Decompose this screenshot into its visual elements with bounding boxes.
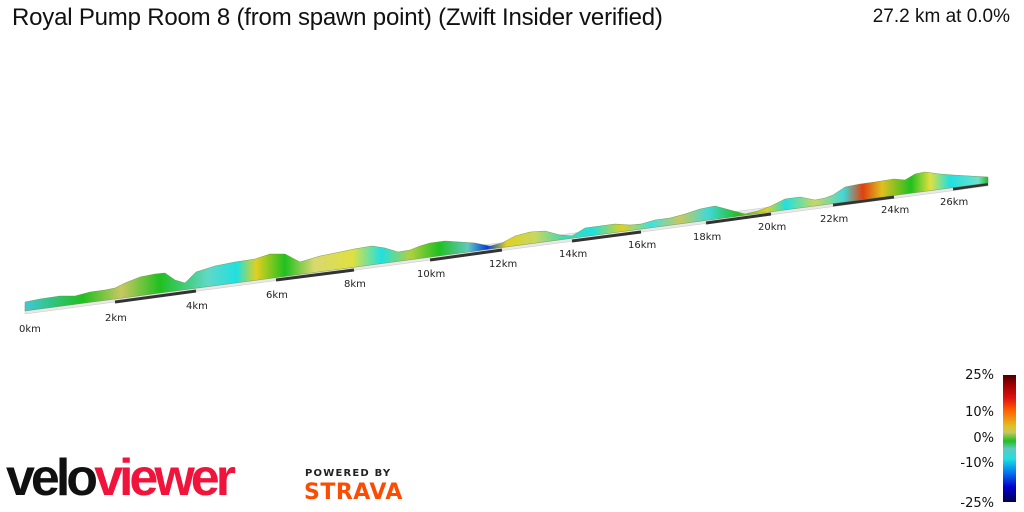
legend-label-low: -10%	[960, 456, 994, 471]
km-label: 6km	[266, 290, 288, 301]
legend-label-max: 25%	[965, 368, 994, 383]
km-label: 22km	[820, 214, 848, 225]
route-summary: 27.2 km at 0.0%	[872, 6, 1010, 27]
km-label: 8km	[344, 279, 366, 290]
km-bands	[114, 182, 989, 304]
km-label: 18km	[693, 232, 721, 243]
km-label: 2km	[105, 313, 127, 324]
logo-velo: velo	[6, 449, 98, 507]
km-label: 0km	[19, 324, 41, 335]
km-label: 24km	[881, 205, 909, 216]
route-title: Royal Pump Room 8 (from spawn point) (Zw…	[12, 4, 663, 31]
km-label: 16km	[628, 240, 656, 251]
powered-by-label: POWERED BY	[305, 468, 392, 479]
x-axis-labels: 0km 2km 4km 6km 8km 10km 12km 14km 16km …	[19, 197, 968, 335]
legend-label-zero: 0%	[973, 431, 994, 446]
strava-logo[interactable]: STRAVA	[304, 480, 403, 505]
legend-label-min: -25%	[960, 496, 994, 511]
legend-label-high: 10%	[965, 405, 994, 420]
elevation-ribbon	[24, 171, 989, 312]
km-label: 20km	[758, 222, 786, 233]
grade-color-scale	[1003, 375, 1016, 502]
veloviewer-logo[interactable]: veloviewer	[6, 448, 236, 508]
km-label: 26km	[940, 197, 968, 208]
km-label: 10km	[417, 269, 445, 280]
logo-viewer: viewer	[94, 449, 236, 507]
km-label: 14km	[559, 249, 587, 260]
km-label: 4km	[186, 301, 208, 312]
km-label: 12km	[489, 259, 517, 270]
